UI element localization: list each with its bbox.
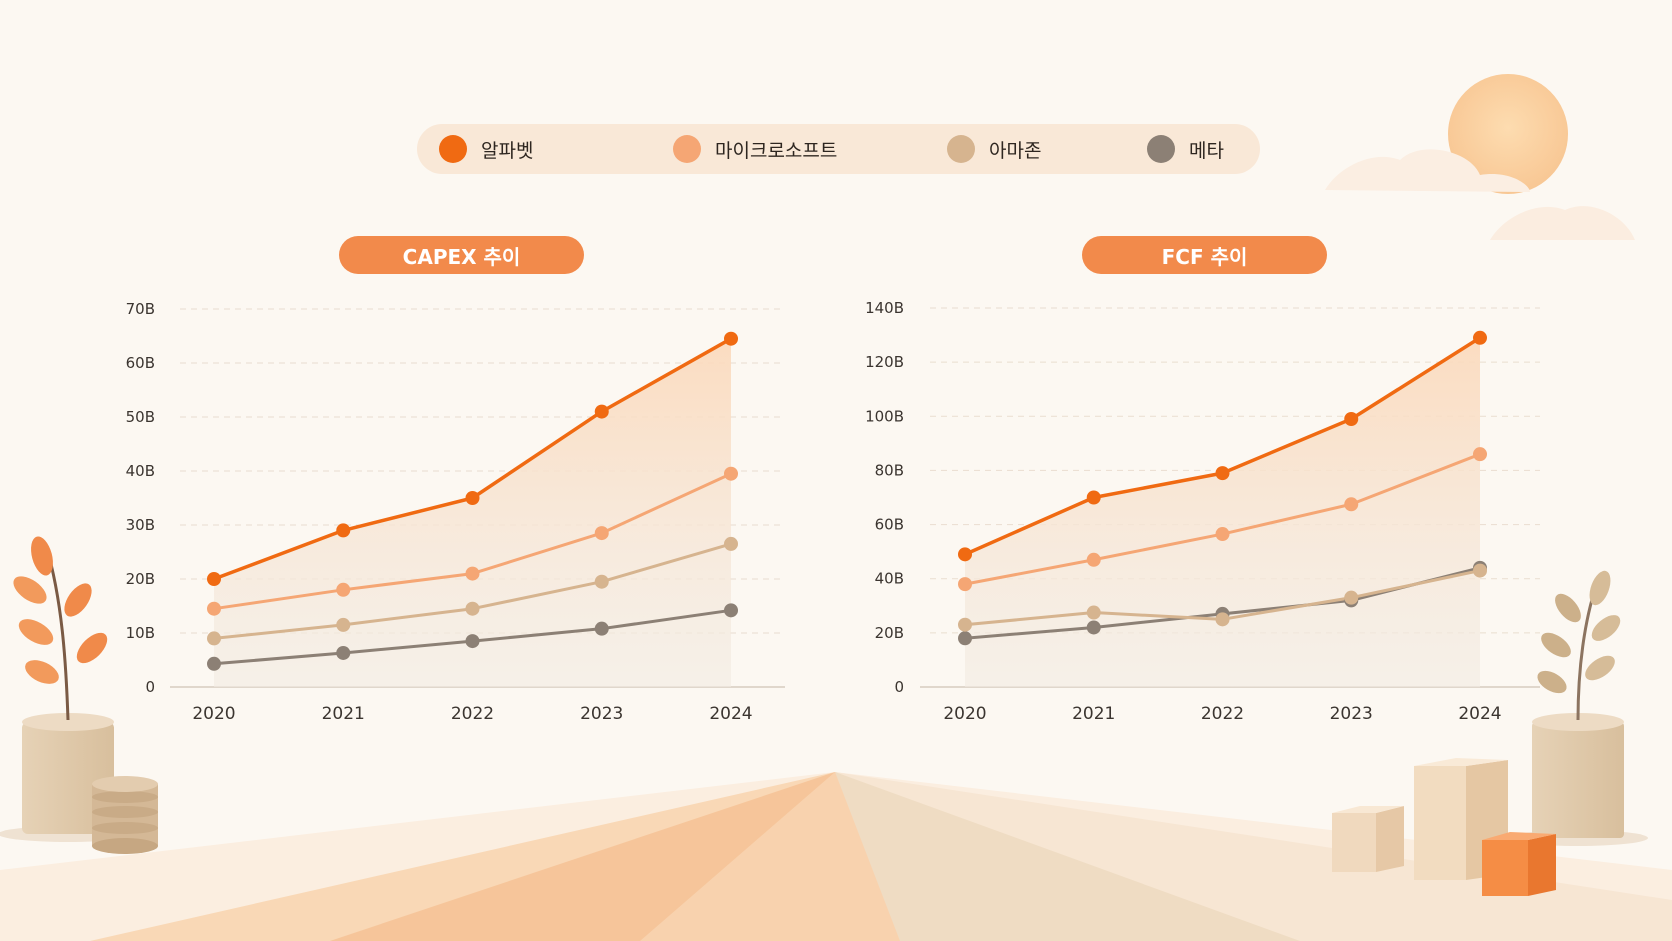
data-point <box>1086 620 1101 635</box>
data-point <box>594 526 609 541</box>
x-tick-label: 2023 <box>1330 704 1373 724</box>
data-point <box>207 656 221 671</box>
legend-dot-icon <box>947 135 975 163</box>
fcf-chart-title: FCF 추이 <box>1082 236 1327 274</box>
capex-chart-title: CAPEX 추이 <box>339 236 584 274</box>
legend-label: 아마존 <box>989 139 1042 162</box>
legend-item-meta: 메타 <box>1147 124 1224 174</box>
data-point <box>594 621 609 636</box>
x-tick-label: 2020 <box>192 704 235 724</box>
y-tick-label: 40B <box>126 462 155 480</box>
legend-label: 메타 <box>1189 139 1224 162</box>
x-tick-label: 2021 <box>322 704 365 724</box>
data-point <box>1215 527 1230 542</box>
y-tick-label: 40B <box>875 570 904 588</box>
data-point <box>1215 612 1230 627</box>
area-fill <box>965 337 1480 687</box>
data-point <box>207 572 221 586</box>
sun-shape <box>1448 74 1568 194</box>
data-point <box>1473 447 1487 462</box>
data-point <box>465 491 480 505</box>
y-tick-label: 10B <box>126 624 155 642</box>
y-tick-label: 140B <box>865 299 904 317</box>
coins-decoration <box>92 776 158 854</box>
y-tick-label: 20B <box>126 570 155 588</box>
data-point <box>465 601 480 616</box>
data-point <box>594 404 609 419</box>
data-point <box>1473 563 1487 578</box>
x-tick-label: 2022 <box>451 704 494 724</box>
y-tick-label: 80B <box>875 461 904 479</box>
data-point <box>207 601 221 616</box>
legend-item-amazon: 아마존 <box>947 124 1041 174</box>
data-point <box>1344 411 1359 426</box>
x-tick-label: 2020 <box>943 704 986 724</box>
y-tick-label: 0 <box>145 678 155 696</box>
cloud-shape <box>1490 206 1635 240</box>
data-point <box>958 617 972 632</box>
legend: 알파벳 마이크로소프트 아마존 메타 <box>417 124 1260 174</box>
data-point <box>724 536 738 551</box>
data-point <box>958 631 972 646</box>
data-point <box>336 617 351 632</box>
x-tick-label: 2022 <box>1201 704 1244 724</box>
legend-item-microsoft: 마이크로소프트 <box>673 124 837 174</box>
data-point <box>336 582 351 597</box>
y-tick-label: 20B <box>875 624 904 642</box>
y-tick-label: 100B <box>865 407 904 425</box>
data-point <box>958 547 972 562</box>
data-point <box>465 566 480 581</box>
y-tick-label: 30B <box>126 516 155 534</box>
data-point <box>724 331 738 346</box>
cloud-shape <box>1325 149 1530 192</box>
data-point <box>336 645 351 660</box>
data-point <box>1344 590 1359 605</box>
y-tick-label: 50B <box>126 408 155 426</box>
y-tick-label: 120B <box>865 353 904 371</box>
legend-item-alphabet: 알파벳 <box>439 124 533 174</box>
y-tick-label: 70B <box>126 300 155 318</box>
data-point <box>1086 552 1101 567</box>
y-tick-label: 60B <box>875 516 904 534</box>
plant-right-decoration <box>1508 570 1648 846</box>
data-point <box>465 634 480 649</box>
legend-label: 마이크로소프트 <box>715 139 838 162</box>
y-tick-label: 0 <box>894 678 904 696</box>
y-tick-label: 60B <box>126 354 155 372</box>
x-tick-label: 2023 <box>580 704 623 724</box>
data-point <box>1086 490 1101 505</box>
data-point <box>958 577 972 592</box>
legend-dot-icon <box>1147 135 1175 163</box>
x-tick-label: 2024 <box>709 704 752 724</box>
data-point <box>724 466 738 481</box>
data-point <box>1086 605 1101 620</box>
capex-chart: 0 10B 20B 30B 40B 50B 60B 70B 2020 2021 2022 2023 20… <box>126 300 785 724</box>
data-point <box>1344 497 1359 512</box>
legend-dot-icon <box>673 135 701 163</box>
area-fill <box>214 338 731 687</box>
fcf-chart: 0 20B 40B 60B 80B 100B 120B 140B 2020 2021 2022 202… <box>865 299 1540 724</box>
x-tick-label: 2024 <box>1458 704 1501 724</box>
data-point <box>1215 466 1230 481</box>
data-point <box>724 603 738 618</box>
boxes-decoration <box>1332 758 1556 896</box>
data-point <box>336 523 351 538</box>
legend-dot-icon <box>439 135 467 163</box>
x-tick-label: 2021 <box>1072 704 1115 724</box>
data-point <box>1473 330 1487 345</box>
data-point <box>594 574 609 589</box>
legend-label: 알파벳 <box>481 139 534 162</box>
data-point <box>207 631 221 646</box>
